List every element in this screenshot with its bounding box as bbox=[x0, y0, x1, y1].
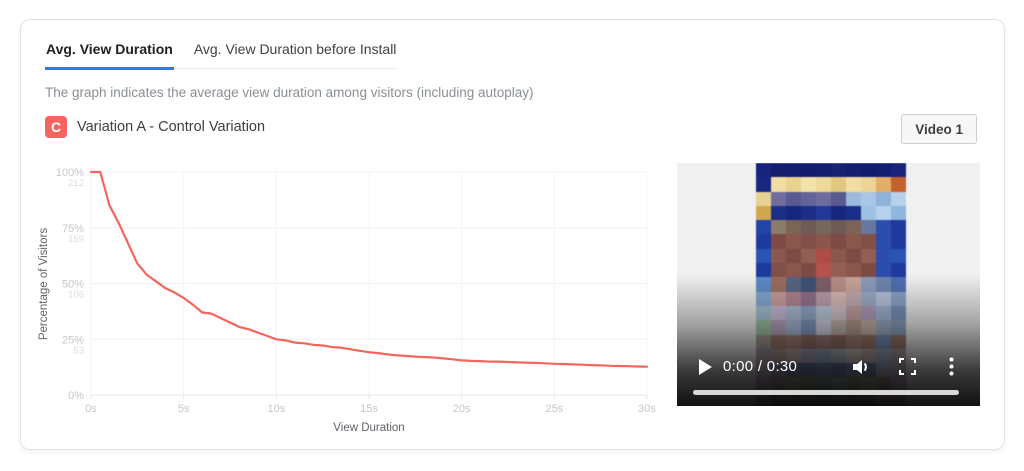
chart-line bbox=[89, 170, 649, 368]
play-icon[interactable] bbox=[697, 358, 713, 381]
x-axis-tick-label: 25s bbox=[545, 403, 563, 415]
y-axis-tick-label: 75% bbox=[62, 223, 84, 235]
y-axis-count-label: 53 bbox=[73, 345, 84, 356]
tab-avg-view-duration[interactable]: Avg. View Duration bbox=[45, 41, 174, 70]
y-axis-count-label: 212 bbox=[68, 178, 84, 189]
volume-icon[interactable] bbox=[851, 357, 871, 382]
x-axis-title: View Duration bbox=[333, 422, 404, 434]
control-variation-badge: C bbox=[45, 116, 67, 138]
x-axis-tick-label: 15s bbox=[360, 403, 378, 415]
video-controls: 0:00 / 0:30 bbox=[677, 355, 980, 383]
variation-row: C Variation A - Control Variation bbox=[45, 116, 265, 138]
chart-description: The graph indicates the average view dur… bbox=[45, 85, 534, 100]
video-1-button[interactable]: Video 1 bbox=[901, 114, 977, 144]
avg-view-duration-card: Avg. View Duration Avg. View Duration be… bbox=[20, 19, 1005, 450]
y-axis-tick-label: 0% bbox=[68, 390, 84, 402]
x-axis-tick-label: 10s bbox=[267, 403, 285, 415]
x-axis-tick-label: 20s bbox=[453, 403, 471, 415]
x-axis-tick-label: 5s bbox=[178, 403, 190, 415]
video-time-display: 0:00 / 0:30 bbox=[723, 358, 798, 375]
tab-bar: Avg. View Duration Avg. View Duration be… bbox=[45, 41, 398, 70]
x-axis-tick-label: 0s bbox=[85, 403, 97, 415]
kebab-menu-icon[interactable] bbox=[949, 357, 954, 381]
y-axis-title: Percentage of Visitors bbox=[38, 228, 50, 341]
fullscreen-icon[interactable] bbox=[899, 358, 916, 380]
y-axis-count-label: 106 bbox=[68, 290, 84, 301]
y-axis-tick-label: 50% bbox=[62, 279, 84, 291]
y-axis-count-label: 159 bbox=[68, 234, 84, 245]
x-axis-tick-label: 30s bbox=[638, 403, 656, 415]
y-axis-tick-label: 25% bbox=[62, 334, 84, 346]
tab-avg-view-duration-before-install[interactable]: Avg. View Duration before Install bbox=[193, 41, 397, 57]
view-duration-chart: 0s 5s 10s 15s 20s 25s 30s 100% 212 75% 159 50% 106 25… bbox=[21, 155, 681, 445]
view-duration-chart-svg: 0s 5s 10s 15s 20s 25s 30s 100%212 75%159 50%106 25… bbox=[38, 167, 656, 434]
variation-label: Variation A - Control Variation bbox=[77, 119, 266, 135]
video-progress-bar[interactable] bbox=[693, 390, 959, 395]
video-controls-shade bbox=[677, 163, 980, 406]
video-player[interactable]: 0:00 / 0:30 bbox=[677, 163, 980, 406]
y-axis-tick-label: 100% bbox=[56, 167, 84, 179]
